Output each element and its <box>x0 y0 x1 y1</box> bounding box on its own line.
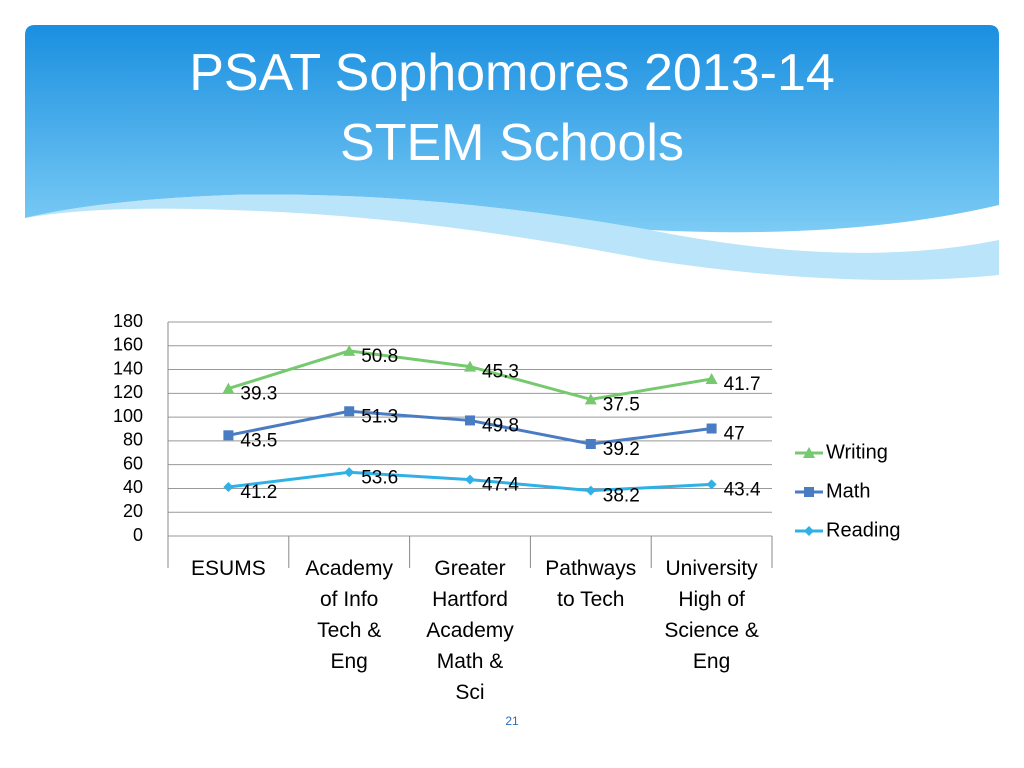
data-label: 47.4 <box>482 475 519 496</box>
y-tick-label: 120 <box>113 382 143 402</box>
data-label: 39.2 <box>603 439 640 460</box>
marker <box>585 438 596 449</box>
marker <box>223 430 234 441</box>
marker <box>464 360 476 372</box>
data-label: 38.2 <box>603 486 640 507</box>
x-tick-label: ESUMS <box>191 557 266 580</box>
x-tick-label: Pathways to Tech <box>545 557 637 611</box>
marker <box>344 406 355 417</box>
x-tick-label: Greater Hartford Academy Math & Sci <box>426 557 514 704</box>
y-tick-label: 180 <box>113 311 143 331</box>
data-label: 41.7 <box>724 374 761 395</box>
legend-label: Reading <box>826 519 901 541</box>
x-tick-label: University High of Science & Eng <box>664 557 759 673</box>
x-tick-label: Academy of Info Tech & Eng <box>305 557 393 673</box>
y-tick-label: 140 <box>113 358 143 378</box>
legend-label: Writing <box>826 441 888 463</box>
marker <box>705 372 718 384</box>
marker <box>223 482 234 493</box>
data-label: 41.2 <box>240 482 277 503</box>
marker <box>804 526 814 536</box>
marker <box>465 415 475 426</box>
data-label: 45.3 <box>482 362 519 383</box>
marker <box>804 487 814 497</box>
y-tick-label: 80 <box>123 430 143 450</box>
data-label: 50.8 <box>361 346 398 367</box>
y-tick-label: 20 <box>123 501 143 521</box>
header-wave <box>25 194 999 280</box>
data-label: 39.3 <box>240 384 277 405</box>
marker <box>584 393 597 405</box>
y-tick-label: 160 <box>113 335 143 355</box>
data-label: 53.6 <box>361 467 398 488</box>
y-tick-label: 100 <box>113 406 143 426</box>
data-label: 49.8 <box>482 415 519 436</box>
data-label: 51.3 <box>361 406 398 427</box>
marker <box>706 479 717 490</box>
series-line <box>227 349 712 401</box>
marker <box>343 344 356 356</box>
marker <box>465 474 475 485</box>
legend-label: Math <box>826 480 870 502</box>
data-label: 43.4 <box>724 479 761 500</box>
marker <box>585 485 596 496</box>
marker <box>222 382 235 394</box>
marker <box>344 467 355 478</box>
y-tick-label: 0 <box>133 525 143 545</box>
y-tick-label: 60 <box>123 453 143 473</box>
y-tick-label: 40 <box>123 477 143 497</box>
data-label: 47 <box>724 424 745 445</box>
data-label: 37.5 <box>603 394 640 415</box>
page-number: 21 <box>505 714 519 728</box>
marker <box>706 423 717 434</box>
marker <box>803 447 815 458</box>
slide-title: PSAT Sophomores 2013-14 STEM Schools <box>189 44 835 172</box>
header-band <box>25 25 999 233</box>
data-label: 43.5 <box>240 430 277 451</box>
